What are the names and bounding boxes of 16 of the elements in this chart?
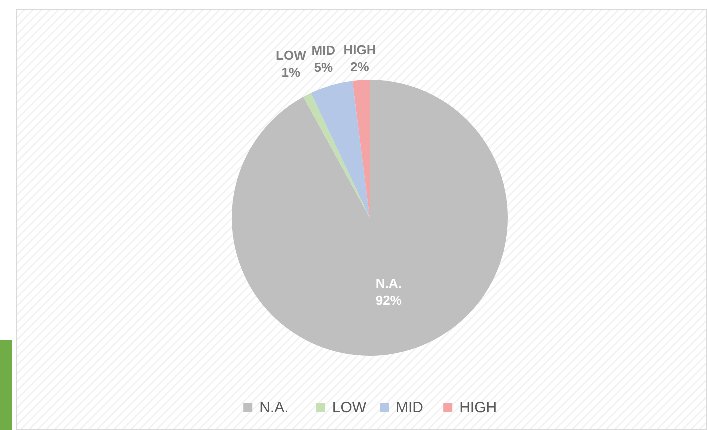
pie-slice [232, 80, 508, 356]
data-label: 1% [282, 64, 302, 80]
slice-label: MID [312, 42, 336, 58]
data-label: 5% [314, 59, 334, 74]
slice-label: LOW [276, 47, 308, 62]
legend-label: N.A. [260, 400, 289, 416]
legend-label: HIGH [460, 400, 498, 416]
pie-slice [352, 80, 370, 218]
data-label: 2% [350, 59, 370, 74]
slice-label: N.A. [376, 276, 402, 291]
legend-label: LOW [332, 400, 368, 416]
pie-slice [304, 93, 370, 218]
legend-label: MID [396, 400, 424, 416]
pie-slice [311, 81, 370, 218]
slice-label: HIGH [344, 42, 376, 58]
data-label: 92% [376, 292, 402, 308]
